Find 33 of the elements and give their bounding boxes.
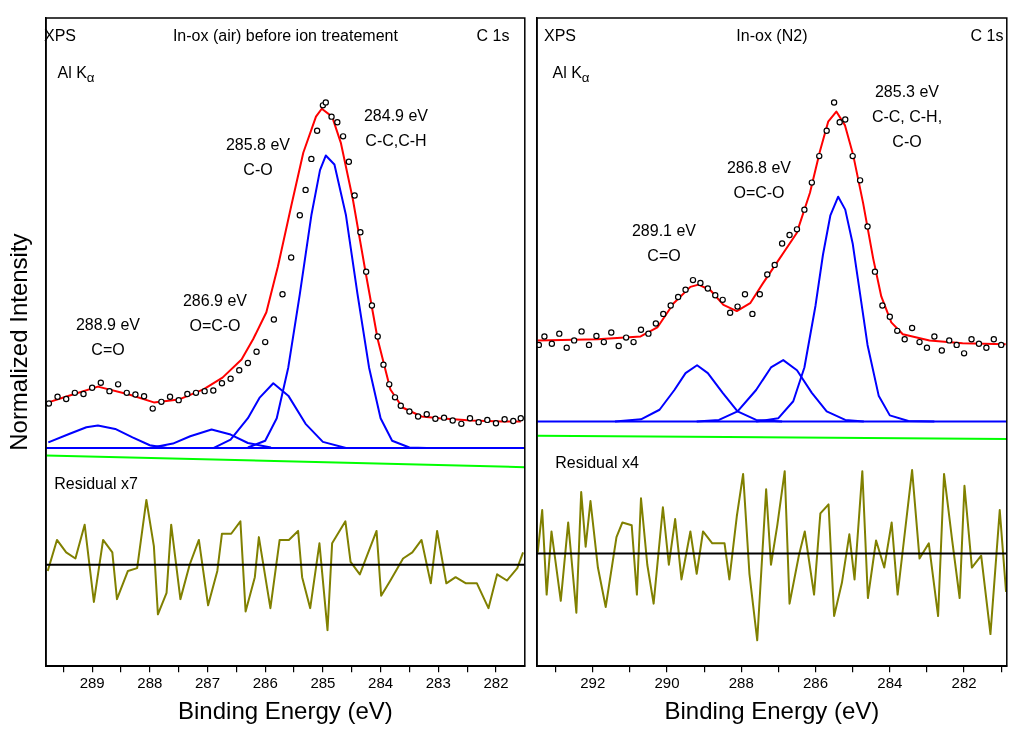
- x-tick-label: 289: [79, 674, 105, 692]
- x-tick-label: 286: [252, 674, 278, 692]
- x-tick-label: 283: [425, 674, 451, 692]
- annotation: Residual x4: [555, 452, 639, 473]
- x-tick-label: 282: [483, 674, 509, 692]
- x-tick-label: 290: [654, 674, 680, 692]
- text: Al K$_{α}$: [57, 62, 95, 88]
- chart-title: In-ox (air) before ion treatement: [172, 25, 398, 46]
- x-tick-label: 286: [803, 674, 829, 692]
- x-tick-label: 282: [951, 674, 977, 692]
- annotation: 288.9 eV C=O: [75, 315, 141, 360]
- x-axis-title: Binding Energy (eV): [178, 697, 393, 725]
- x-tick-label: 284: [368, 674, 394, 692]
- x-tick-label: 287: [195, 674, 221, 692]
- annotation: 285.3 eV C-C, C-H, C-O: [871, 81, 943, 152]
- x-tick-label: 285: [310, 674, 336, 692]
- x-tick-label: 292: [580, 674, 606, 692]
- x-axis-title: Binding Energy (eV): [664, 697, 880, 725]
- annotation: Residual x7: [54, 473, 138, 494]
- annotation: 286.8 eV O=C-O: [726, 158, 792, 203]
- y-axis-title: Normalized Intensity: [5, 233, 33, 451]
- x-tick-label: 284: [877, 674, 903, 692]
- x-tick-label: 288: [137, 674, 163, 692]
- text: C 1s: [476, 25, 510, 46]
- annotation: 289.1 eV C=O: [631, 221, 697, 266]
- text: Al K$_{α}$: [552, 62, 590, 88]
- text: XPS: [543, 25, 577, 46]
- annotation: 285.8 eV C-O: [225, 135, 291, 180]
- annotation: 286.9 eV O=C-O: [182, 291, 248, 336]
- text: C 1s: [970, 25, 1004, 46]
- chart-title: In-ox (N2): [736, 25, 808, 46]
- x-tick-label: 288: [728, 674, 754, 692]
- annotation: 284.9 eV C-C,C-H: [363, 106, 429, 151]
